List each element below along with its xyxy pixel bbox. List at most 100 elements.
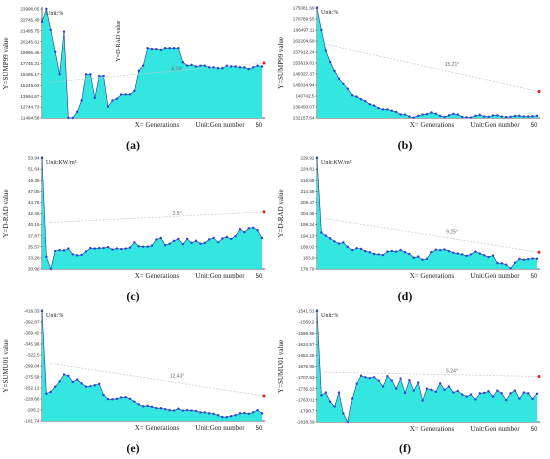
panel-caption: (c) bbox=[126, 289, 139, 303]
x-axis-title: X= Generations bbox=[410, 121, 455, 129]
y-tick-label: 21495.75 bbox=[20, 28, 40, 33]
data-point bbox=[377, 253, 380, 256]
data-point bbox=[124, 396, 127, 399]
data-point bbox=[199, 64, 202, 67]
data-point bbox=[465, 116, 468, 119]
data-point bbox=[80, 382, 83, 385]
data-point bbox=[49, 267, 52, 271]
y-tick-label: 224.81 bbox=[300, 167, 314, 172]
data-point bbox=[320, 394, 323, 397]
data-point bbox=[212, 66, 215, 69]
trend-end-point bbox=[262, 61, 266, 65]
data-point bbox=[395, 387, 398, 390]
y-tick-label: -416.33 bbox=[24, 309, 40, 314]
data-point bbox=[194, 409, 198, 413]
y-tick-label: 11494.58 bbox=[21, 116, 40, 121]
y-tick-label: 214.58 bbox=[300, 189, 314, 194]
data-point bbox=[320, 28, 323, 32]
data-point bbox=[381, 253, 385, 257]
data-point bbox=[155, 47, 158, 51]
data-point bbox=[212, 412, 215, 416]
data-point bbox=[412, 116, 415, 119]
data-point bbox=[368, 251, 371, 254]
y-tick-label: 189.02 bbox=[300, 244, 314, 249]
y-tick-label: 33.28 bbox=[28, 256, 40, 261]
x-axis-title: X= Generations bbox=[410, 425, 455, 433]
data-point bbox=[461, 253, 464, 256]
data-point bbox=[102, 74, 105, 78]
data-point bbox=[181, 409, 184, 412]
x-unit-label: Unit:Gen number bbox=[470, 121, 520, 129]
trend-angle-label: 4.74° bbox=[171, 67, 183, 73]
data-point bbox=[155, 238, 158, 241]
data-point bbox=[513, 389, 517, 392]
data-point bbox=[93, 384, 97, 387]
data-point bbox=[509, 115, 512, 119]
data-point bbox=[417, 114, 420, 118]
data-point bbox=[93, 247, 97, 250]
data-point bbox=[346, 420, 349, 424]
data-point bbox=[111, 248, 114, 251]
y-tick-label: 199.24 bbox=[300, 222, 314, 227]
trend-angle-label: 12.43° bbox=[170, 374, 185, 380]
data-point bbox=[133, 241, 136, 244]
chart-panel-a: 23996.05 22745.49 21495.75 20245.61 18995.46… bbox=[2, 7, 266, 152]
data-point bbox=[164, 244, 167, 247]
data-point bbox=[177, 47, 180, 50]
data-point bbox=[412, 256, 415, 259]
trend-angle-label: 5.24° bbox=[446, 368, 458, 374]
data-point bbox=[465, 254, 468, 258]
data-point bbox=[177, 237, 180, 241]
y-tick-label: 44.75 bbox=[28, 200, 40, 205]
data-point bbox=[333, 240, 336, 243]
y-tick-label: -1763.01 bbox=[296, 397, 315, 402]
data-point bbox=[509, 267, 512, 270]
data-point bbox=[190, 241, 193, 244]
data-point bbox=[329, 237, 332, 240]
data-point bbox=[408, 115, 411, 118]
data-point bbox=[496, 261, 499, 265]
data-point bbox=[102, 393, 105, 397]
data-point bbox=[58, 380, 61, 383]
inner-series-label: Y=D-RAD value bbox=[116, 20, 122, 62]
data-point bbox=[527, 115, 530, 118]
data-point bbox=[234, 65, 237, 68]
data-point bbox=[469, 253, 473, 256]
x-axis-title: X= Generations bbox=[135, 272, 180, 280]
y-unit-label: Unit:% bbox=[321, 313, 338, 319]
data-point bbox=[315, 309, 319, 313]
data-point bbox=[474, 398, 477, 401]
data-point bbox=[172, 239, 176, 243]
data-point bbox=[40, 156, 44, 160]
data-point bbox=[54, 50, 57, 53]
data-point bbox=[518, 257, 521, 261]
data-point bbox=[71, 116, 75, 120]
data-point bbox=[247, 412, 250, 416]
data-point bbox=[142, 64, 145, 67]
x-axis-title: X= Generations bbox=[410, 272, 455, 280]
y-tick-label: -228.66 bbox=[24, 397, 40, 402]
data-point bbox=[106, 397, 110, 401]
data-point bbox=[111, 99, 114, 102]
data-point bbox=[527, 392, 530, 395]
data-point bbox=[439, 114, 442, 118]
data-point bbox=[71, 380, 75, 384]
data-point bbox=[128, 246, 132, 249]
data-point bbox=[373, 376, 376, 379]
data-point bbox=[150, 405, 154, 409]
y-tick-label: 17745.31 bbox=[20, 61, 40, 66]
data-point bbox=[216, 67, 220, 70]
data-point bbox=[238, 412, 242, 415]
data-point bbox=[155, 407, 158, 410]
data-point bbox=[430, 111, 433, 114]
y-tick-label: -1596.88 bbox=[296, 331, 315, 336]
data-point bbox=[408, 252, 411, 256]
data-point bbox=[49, 390, 52, 394]
data-point bbox=[199, 411, 202, 414]
data-point bbox=[120, 93, 123, 96]
data-point bbox=[346, 87, 349, 90]
data-point bbox=[164, 407, 167, 411]
data-point bbox=[315, 156, 319, 160]
data-point bbox=[505, 399, 508, 402]
data-point bbox=[522, 258, 525, 261]
